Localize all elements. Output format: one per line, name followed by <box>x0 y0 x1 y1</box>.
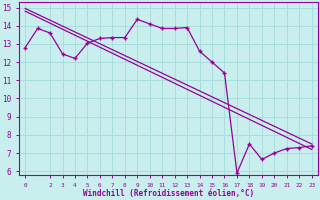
X-axis label: Windchill (Refroidissement éolien,°C): Windchill (Refroidissement éolien,°C) <box>83 189 254 198</box>
